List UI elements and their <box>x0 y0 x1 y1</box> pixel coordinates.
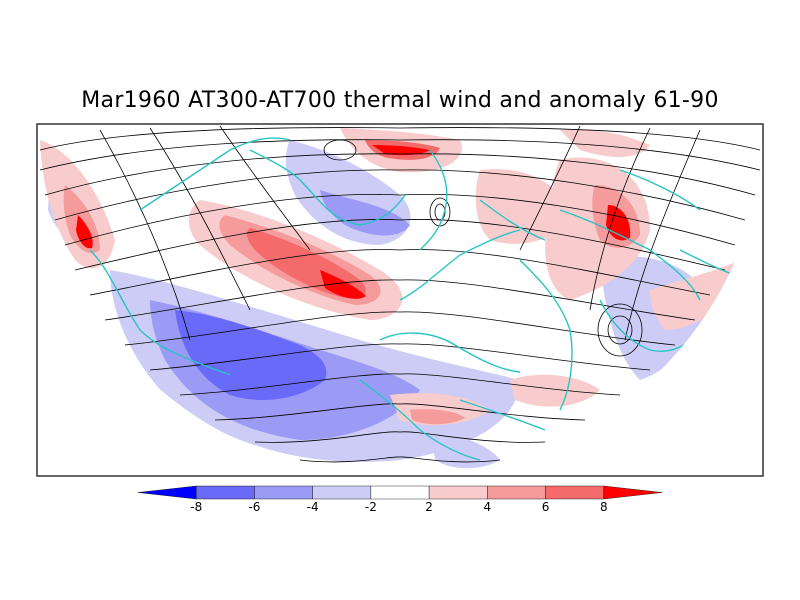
color-bar-segment <box>487 485 546 500</box>
coastline <box>139 137 291 211</box>
positive-anomaly-region <box>320 270 366 299</box>
negative-anomaly-region <box>320 190 410 236</box>
streamline <box>54 169 746 221</box>
negative-anomaly-region <box>175 310 327 400</box>
positive-anomaly-region <box>510 374 600 407</box>
streamline-vortex <box>597 303 643 357</box>
coastline <box>379 332 521 373</box>
streamline-vortex <box>434 203 446 221</box>
positive-anomaly-region <box>650 260 740 330</box>
streamline <box>299 456 501 463</box>
coastline <box>299 179 406 226</box>
coastline <box>399 229 521 301</box>
map-title: Mar1960 AT300-AT700 thermal wind and ano… <box>81 88 719 113</box>
coastline <box>519 259 573 411</box>
streamline <box>64 193 736 246</box>
streamline <box>624 129 701 341</box>
streamline <box>519 125 581 251</box>
color-bar-tick-label: 4 <box>483 500 492 514</box>
streamline <box>254 431 546 443</box>
color-bar <box>137 485 663 500</box>
streamline <box>39 127 761 151</box>
positive-anomaly-region <box>372 145 430 156</box>
positive-anomaly-region <box>76 215 93 249</box>
map-frame <box>36 123 764 477</box>
color-bar-tick-label: -8 <box>190 500 203 514</box>
streamline <box>104 279 696 321</box>
streamline <box>89 249 711 296</box>
thermal-wind-streamlines <box>39 125 761 463</box>
negative-anomaly-region <box>430 430 500 469</box>
color-bar-segment <box>196 485 255 500</box>
streamline-vortex <box>323 139 357 161</box>
streamline <box>74 219 726 271</box>
color-bar-tick-label: 6 <box>541 500 550 514</box>
streamline <box>44 153 756 196</box>
color-bar-tick-label: 2 <box>425 500 433 514</box>
streamline <box>124 311 676 346</box>
positive-anomaly-region <box>410 409 465 425</box>
streamline <box>149 127 251 311</box>
color-bar-segment <box>137 485 197 500</box>
color-bar-segment <box>603 485 663 500</box>
streamline <box>214 403 586 421</box>
streamline <box>589 127 651 311</box>
color-bar-segment <box>254 485 313 500</box>
anomaly-field <box>39 125 761 469</box>
color-bar-segment <box>312 485 372 500</box>
coastline <box>479 199 546 241</box>
coastline <box>419 149 448 251</box>
streamline <box>179 373 621 396</box>
color-bar-segment <box>370 485 430 500</box>
streamline <box>219 125 311 251</box>
color-bar-tick-label: -4 <box>306 500 319 514</box>
color-bar-segment <box>428 485 488 500</box>
streamline <box>149 343 651 371</box>
color-bar-segment <box>545 485 604 500</box>
coastline <box>619 169 701 211</box>
streamline-vortex <box>607 315 633 345</box>
coastline <box>679 249 736 276</box>
streamline <box>99 129 191 341</box>
positive-anomaly-region <box>560 129 650 157</box>
coastline <box>459 399 546 431</box>
color-bar-tick-label: 8 <box>599 500 608 514</box>
coastlines <box>89 137 736 461</box>
coastline <box>359 379 481 461</box>
coastline <box>559 209 701 301</box>
color-bar-tick-label: -2 <box>364 500 377 514</box>
streamline-vortex <box>429 197 451 227</box>
color-bar-tick-label: -6 <box>248 500 261 514</box>
streamline <box>39 139 761 171</box>
coastline <box>249 149 301 181</box>
coastline <box>89 249 231 376</box>
